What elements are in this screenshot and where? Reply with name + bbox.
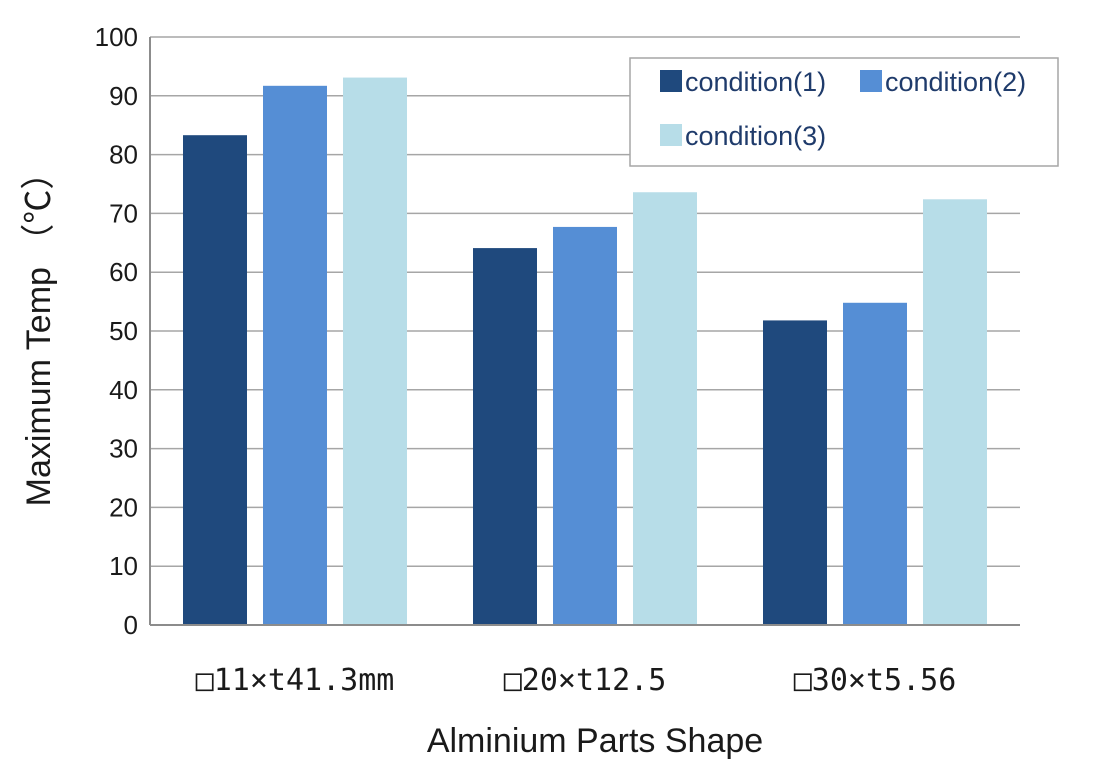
y-tick-label: 100 [95,22,138,52]
y-tick-label: 10 [109,551,138,581]
legend-label: condition(2) [885,67,1026,97]
y-tick-label: 80 [109,140,138,170]
legend-label: condition(3) [685,121,826,151]
x-category-label: □30×t5.56 [794,663,957,698]
y-axis-title: Maximum Temp （℃） [20,156,58,507]
y-tick-label: 20 [109,492,138,522]
bar [923,199,987,625]
bar [183,135,247,626]
legend-label: condition(1) [685,67,826,97]
legend-swatch [660,70,682,92]
x-category-label: □11×t41.3mm [196,663,395,698]
legend-box [629,57,1059,167]
bar [553,226,617,625]
bar [263,85,327,625]
bar [763,320,827,625]
legend: condition(1) condition(2) condition(3) [629,57,1059,167]
bar [633,192,697,625]
bars [183,77,987,626]
x-axis-title: Alminium Parts Shape [427,722,763,760]
x-axis-categories: □11×t41.3mm □20×t12.5 □30×t5.56 [196,663,957,698]
y-axis-ticks: 0 10 20 30 40 50 60 70 80 90 100 [95,22,138,640]
bar [473,248,537,626]
y-tick-label: 40 [109,375,138,405]
bar [343,77,407,625]
y-tick-label: 0 [124,610,138,640]
legend-swatch [860,70,882,92]
y-tick-label: 50 [109,316,138,346]
bar [843,302,907,625]
y-tick-label: 70 [109,198,138,228]
x-category-label: □20×t12.5 [504,663,667,698]
legend-swatch [660,124,682,146]
y-tick-label: 90 [109,81,138,111]
y-tick-label: 30 [109,434,138,464]
y-tick-label: 60 [109,257,138,287]
